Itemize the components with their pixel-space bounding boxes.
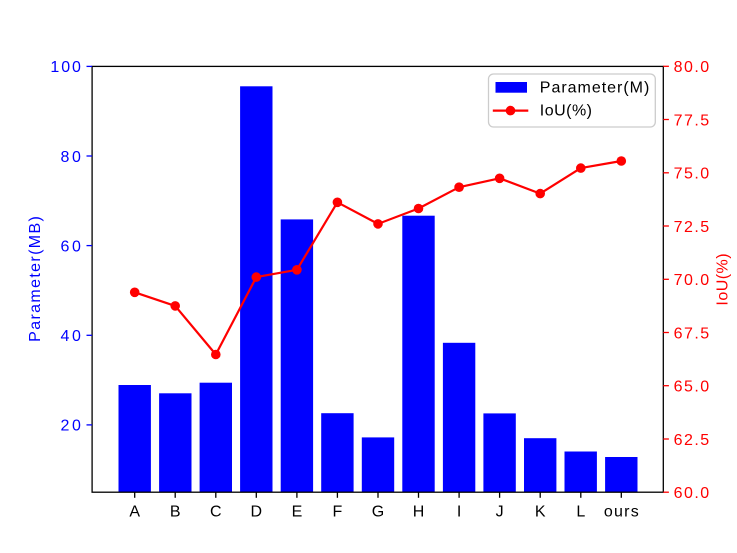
- svg-text:67.5: 67.5: [674, 325, 710, 342]
- svg-text:65.0: 65.0: [674, 379, 710, 396]
- svg-text:62.5: 62.5: [674, 432, 710, 449]
- svg-text:75.0: 75.0: [674, 166, 710, 183]
- svg-text:K: K: [535, 503, 546, 520]
- svg-text:D: D: [251, 503, 263, 520]
- svg-text:H: H: [413, 503, 425, 520]
- svg-text:60.0: 60.0: [674, 485, 710, 502]
- svg-text:J: J: [496, 503, 504, 520]
- svg-text:Parameter(MB): Parameter(MB): [27, 216, 44, 342]
- svg-text:L: L: [576, 503, 585, 520]
- svg-text:ours: ours: [604, 503, 639, 520]
- svg-text:IoU(%): IoU(%): [540, 103, 592, 120]
- svg-text:Parameter(M): Parameter(M): [540, 79, 650, 96]
- svg-text:F: F: [333, 503, 343, 520]
- svg-text:100: 100: [50, 59, 81, 76]
- svg-text:I: I: [457, 503, 461, 520]
- svg-text:80.0: 80.0: [674, 59, 710, 76]
- svg-text:72.5: 72.5: [674, 219, 710, 236]
- svg-text:70.0: 70.0: [674, 272, 710, 289]
- svg-text:IoU(%): IoU(%): [715, 253, 732, 305]
- svg-text:G: G: [372, 503, 384, 520]
- svg-text:A: A: [129, 503, 140, 520]
- svg-text:B: B: [170, 503, 181, 520]
- svg-text:77.5: 77.5: [674, 112, 710, 129]
- svg-text:E: E: [292, 503, 303, 520]
- svg-text:C: C: [210, 503, 222, 520]
